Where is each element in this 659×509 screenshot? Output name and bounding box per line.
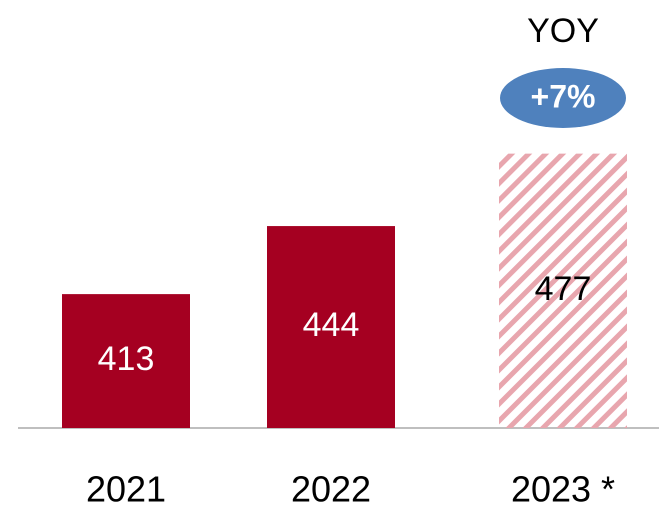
value-label: 477	[535, 270, 592, 308]
x-tick-label: 2021	[86, 469, 166, 509]
yoy-label: YOY	[527, 12, 599, 50]
bar	[62, 294, 190, 428]
yoy-value: +7%	[531, 78, 596, 114]
x-tick-label: 2022	[291, 469, 371, 509]
yoy-badge	[500, 68, 626, 128]
x-tick-label: 2023 *	[511, 469, 615, 509]
value-label: 413	[98, 340, 155, 378]
value-label: 444	[303, 306, 360, 344]
bar	[499, 153, 627, 428]
bar	[267, 226, 395, 428]
